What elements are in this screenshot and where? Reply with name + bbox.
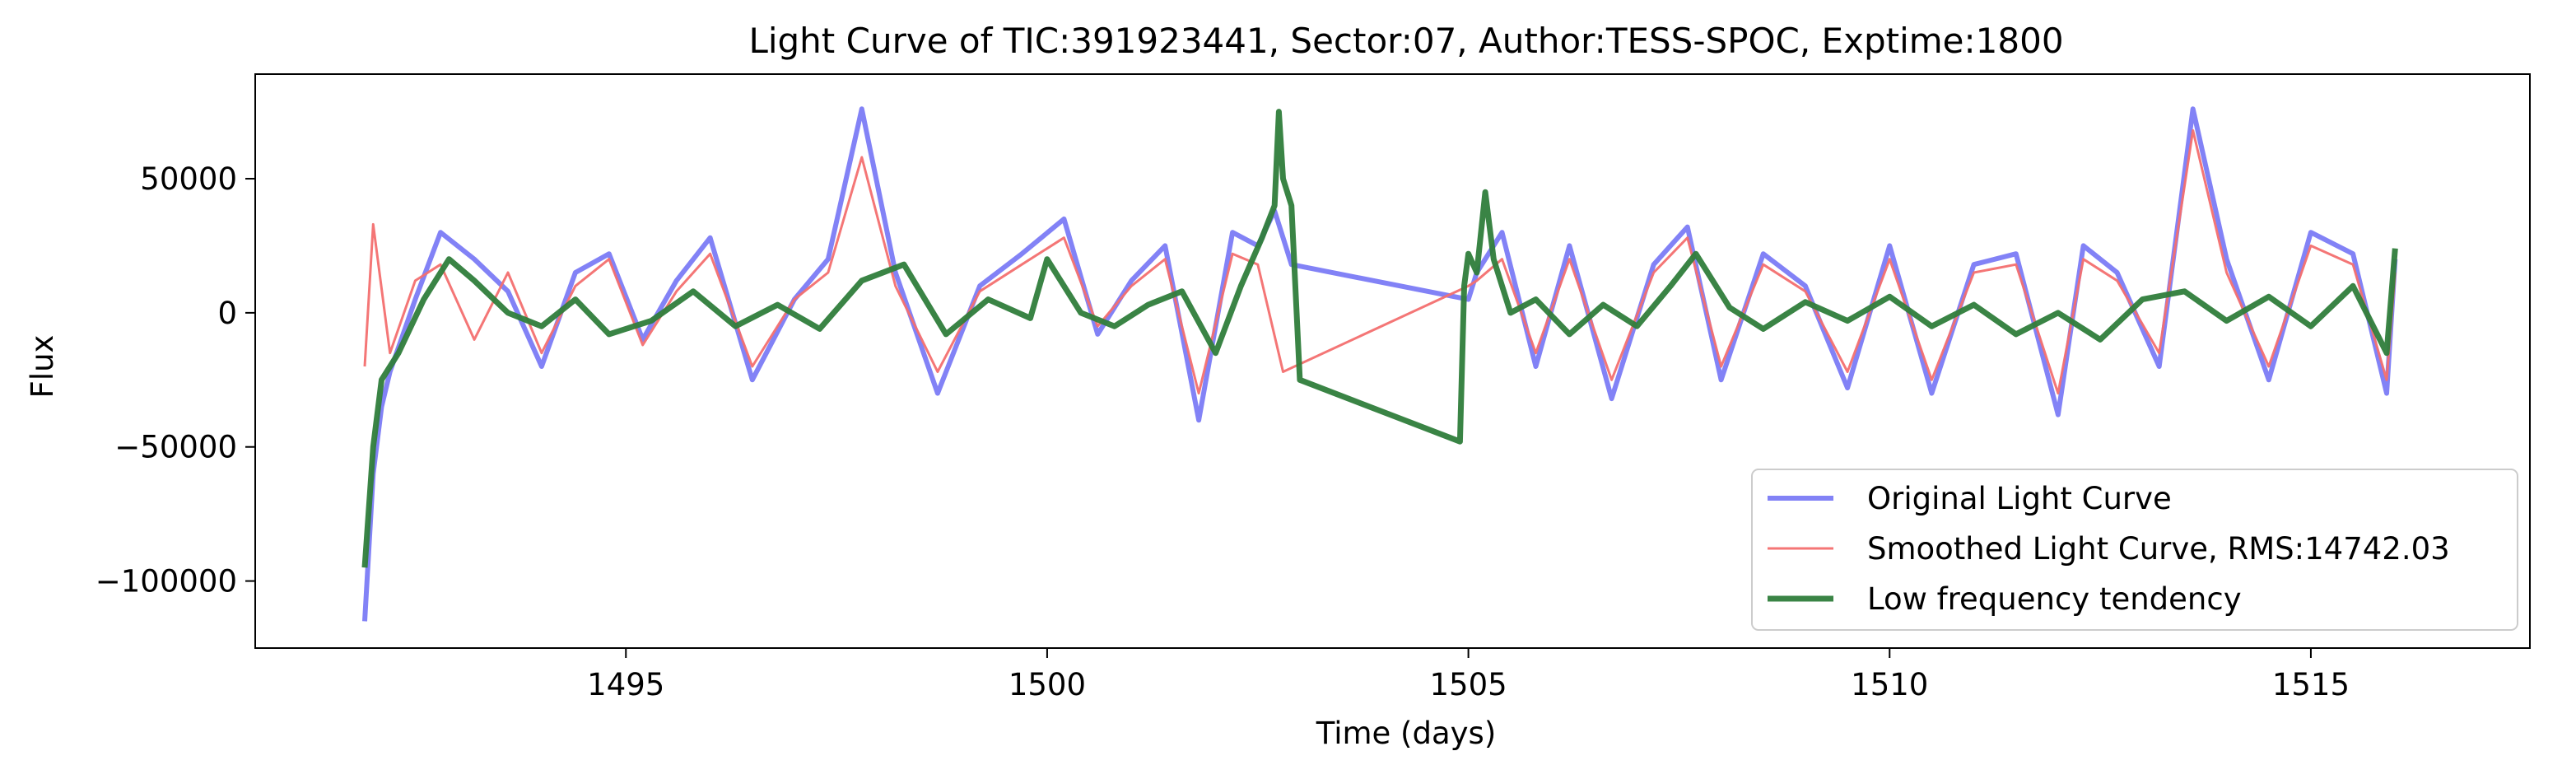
smoothed-light-curve-line (363, 128, 2397, 395)
y-tick-label: −50000 (114, 430, 237, 465)
y-axis: −100000 −50000 0 50000 (95, 161, 255, 599)
legend-original-label: Original Light Curve (1867, 481, 2172, 516)
legend-low-frequency-label: Low frequency tendency (1867, 581, 2242, 617)
x-tick-label: 1495 (587, 667, 664, 702)
legend: Original Light Curve Smoothed Light Curve… (1751, 469, 2518, 631)
series-layer (361, 106, 2398, 622)
x-tick-label: 1505 (1430, 667, 1507, 702)
legend-box (1751, 469, 2518, 631)
y-tick-label: 0 (217, 296, 237, 331)
x-axis: 1495 1500 1505 1510 1515 (587, 648, 2350, 702)
x-tick-label: 1500 (1009, 667, 1086, 702)
y-tick-label: 50000 (140, 161, 237, 197)
legend-smoothed-label: Smoothed Light Curve, RMS:14742.03 (1867, 531, 2450, 567)
y-axis-label: Flux (25, 335, 60, 399)
chart-title: Light Curve of TIC:391923441, Sector:07,… (748, 21, 2063, 61)
y-tick-label: −100000 (95, 564, 237, 599)
low-frequency-tendency-line (361, 109, 2398, 568)
plot-frame (254, 73, 2531, 649)
x-tick-label: 1515 (2272, 667, 2350, 702)
x-tick-label: 1510 (1851, 667, 1928, 702)
x-axis-label: Time (days) (1316, 716, 1497, 751)
